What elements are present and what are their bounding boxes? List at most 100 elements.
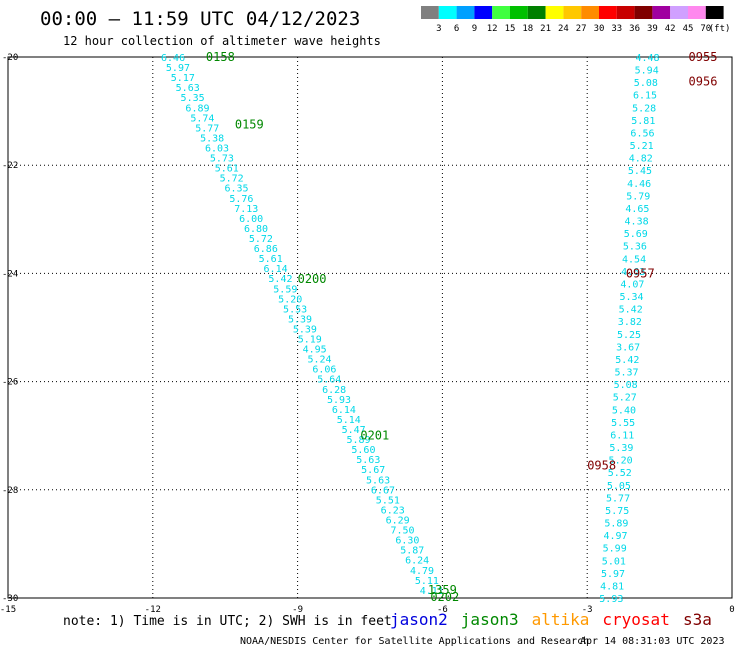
wave-height-point: 5.75 [605, 506, 629, 517]
wave-height-point: 5.64 [317, 375, 341, 386]
wave-height-point: 5.59 [273, 284, 297, 295]
wave-height-point: 5.08 [614, 380, 638, 391]
wave-height-point: 5.45 [628, 166, 652, 177]
wave-height-point: 6.30 [395, 536, 419, 547]
time-label: 0200 [298, 272, 327, 286]
time-label: 0202 [430, 590, 459, 604]
wave-height-point: 3.82 [618, 317, 642, 328]
wave-height-point: 5.14 [337, 415, 361, 426]
wave-height-point: 5.77 [606, 493, 630, 504]
wave-height-point: 5.87 [400, 546, 424, 557]
wave-height-point: 6.06 [312, 365, 336, 376]
wave-height-point: 6.67 [371, 485, 395, 496]
time-label: 1359 [428, 583, 457, 597]
wave-height-point: 4.48 [635, 53, 659, 64]
wave-height-point: 5.89 [604, 519, 628, 530]
legend-label: 6 [454, 24, 459, 34]
y-tick-label: -26 [2, 378, 18, 388]
wave-height-point: 5.25 [617, 330, 641, 341]
wave-height-point: 6.14 [264, 264, 288, 275]
wave-height-point: 5.81 [631, 116, 655, 127]
credit-text: NOAA/NESDIS Center for Satellite Applica… [240, 636, 589, 647]
legend-swatch [688, 6, 706, 19]
legend-label: 39 [647, 24, 658, 34]
wave-height-point: 5.94 [635, 66, 659, 77]
wave-height-point: 5.34 [619, 292, 643, 303]
wave-height-point: 5.17 [171, 73, 195, 84]
footer-note: note: 1) Time is in UTC; 2) SWH is in fe… [63, 614, 392, 629]
wave-height-point: 6.28 [322, 385, 346, 396]
wave-height-point: 5.39 [609, 443, 633, 454]
wave-height-point: 6.00 [239, 214, 263, 225]
wave-height-point: 4.81 [600, 581, 624, 592]
time-label: 0201 [360, 429, 389, 443]
satellite-name: cryosat [602, 610, 669, 629]
chart-title: 00:00 – 11:59 UTC 04/12/2023 [40, 8, 360, 30]
legend-label: 12 [487, 24, 498, 34]
legend-swatch [634, 6, 653, 19]
legend-label: 21 [540, 24, 551, 34]
legend-label: 30 [594, 24, 605, 34]
wave-height-point: 6.35 [224, 184, 248, 195]
plot-area: -15 -12 -9 -6 -3 0-20-22-24-26-28-306.465.975… [0, 50, 735, 615]
legend-swatch [652, 6, 671, 19]
legend-swatch [527, 6, 546, 19]
wave-height-point: 4.38 [625, 217, 649, 228]
wave-height-point: 5.08 [634, 78, 658, 89]
x-tick-label: -12 [145, 605, 161, 615]
wave-height-point: 5.72 [249, 234, 273, 245]
wave-height-point: 5.52 [608, 468, 632, 479]
time-label: 0956 [689, 74, 718, 88]
wave-height-point: 5.19 [298, 335, 322, 346]
chart-subtitle: 12 hour collection of altimeter wave hei… [63, 34, 381, 48]
legend-swatch [492, 6, 510, 19]
wave-height-point: 5.39 [288, 314, 312, 325]
wave-height-point: 5.61 [259, 254, 283, 265]
y-tick-label: -22 [2, 161, 18, 171]
wave-height-point: 5.21 [630, 141, 654, 152]
wave-height-point: 5.05 [607, 481, 631, 492]
wave-height-point: 4.11 [420, 586, 444, 597]
wave-height-point: 5.42 [619, 305, 643, 316]
wave-height-point: 5.39 [293, 324, 317, 335]
legend-label: 36 [629, 24, 640, 34]
legend-unit: (ft) [709, 24, 731, 34]
satellite-name: jason2 [390, 610, 448, 629]
wave-height-point: 6.46 [161, 53, 185, 64]
wave-height-point: 5.93 [599, 594, 623, 605]
wave-height-point: 4.46 [627, 179, 651, 190]
wave-height-point: 4.07 [620, 279, 644, 290]
time-label: 0159 [235, 118, 264, 132]
legend-swatch [670, 6, 688, 19]
legend-label: 70 [700, 24, 711, 34]
y-tick-label: -30 [2, 594, 18, 604]
wave-height-point: 6.14 [332, 405, 356, 416]
satellite-legend: jason2 jason3 altika cryosat s3a [390, 610, 712, 629]
wave-height-point: 7.50 [390, 526, 414, 537]
wave-height-point: 5.67 [361, 465, 385, 476]
wave-height-point: 6.29 [386, 516, 410, 527]
legend-label: 27 [576, 24, 587, 34]
y-tick-label: -28 [2, 486, 18, 496]
wave-height-point: 5.73 [210, 154, 234, 165]
legend-swatch [705, 6, 724, 19]
wave-height-point: 6.03 [205, 143, 229, 154]
wave-height-point: 5.97 [166, 63, 190, 74]
timestamp-text: Apr 14 08:31:03 UTC 2023 [580, 636, 725, 647]
wave-height-point: 5.99 [603, 544, 627, 555]
satellite-name: jason3 [461, 610, 519, 629]
wave-height-point: 5.63 [356, 455, 380, 466]
wave-height-point: 5.61 [215, 164, 239, 175]
y-tick-label: -20 [2, 53, 18, 63]
time-label: 0158 [206, 50, 235, 64]
x-tick-label: -9 [292, 605, 303, 615]
legend-swatch [510, 6, 528, 19]
wave-height-point: 4.65 [625, 204, 649, 215]
wave-height-point: 3.67 [616, 342, 640, 353]
wave-height-point: 5.53 [283, 304, 307, 315]
wave-height-point: 5.20 [278, 294, 302, 305]
wave-height-point: 5.24 [307, 355, 331, 366]
wave-height-point: 5.27 [613, 393, 637, 404]
wave-height-point: 5.28 [632, 103, 656, 114]
wave-height-point: 5.74 [190, 113, 214, 124]
